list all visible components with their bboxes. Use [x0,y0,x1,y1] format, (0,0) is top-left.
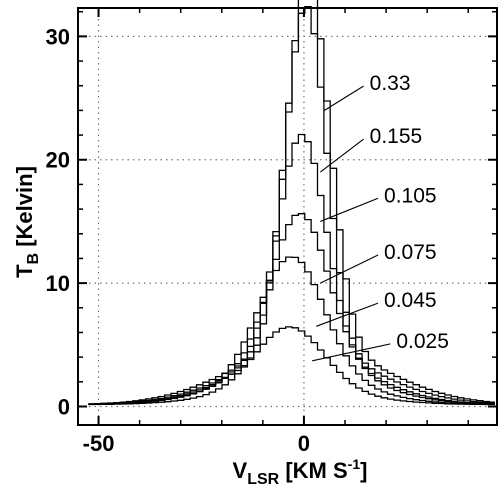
y-axis-title: TB [Kelvin] [12,166,42,278]
series-line-5 [88,326,495,406]
series-line-4 [88,256,495,406]
series-annotation: 0.33 [370,72,411,95]
plot-frame [77,7,498,426]
annotation-leaders [312,85,391,362]
grid-lines [78,8,497,425]
annotation-leader [320,138,364,173]
x-tick-label: -50 [83,431,115,456]
annotation-leader [312,343,391,362]
y-tick-label: 20 [46,148,70,173]
annotation-leader [316,302,379,327]
tick-labels: 0 10 20 30 -50 0 [46,24,311,456]
annotation-leader [324,85,364,111]
x-axis-title: VLSR [KM S-1] [233,456,368,488]
series-annotation: 0.025 [396,330,449,353]
series-line-2 [88,133,495,406]
annotation-leader [320,254,379,284]
y-tick-label: 30 [46,24,70,49]
spectra-series [88,0,495,406]
y-tick-label: 0 [58,394,70,419]
series-annotation: 0.075 [384,241,437,264]
series-annotation: 0.045 [384,289,437,312]
series-annotation: 0.105 [384,184,437,207]
x-tick-label: 0 [298,431,310,456]
y-tick-label: 10 [46,271,70,296]
series-annotation: 0.155 [370,125,423,148]
annotation-leader [320,197,379,222]
axis-ticks [78,8,497,425]
annotations: 0.33 0.155 0.105 0.075 0.045 0.025 [370,72,449,353]
